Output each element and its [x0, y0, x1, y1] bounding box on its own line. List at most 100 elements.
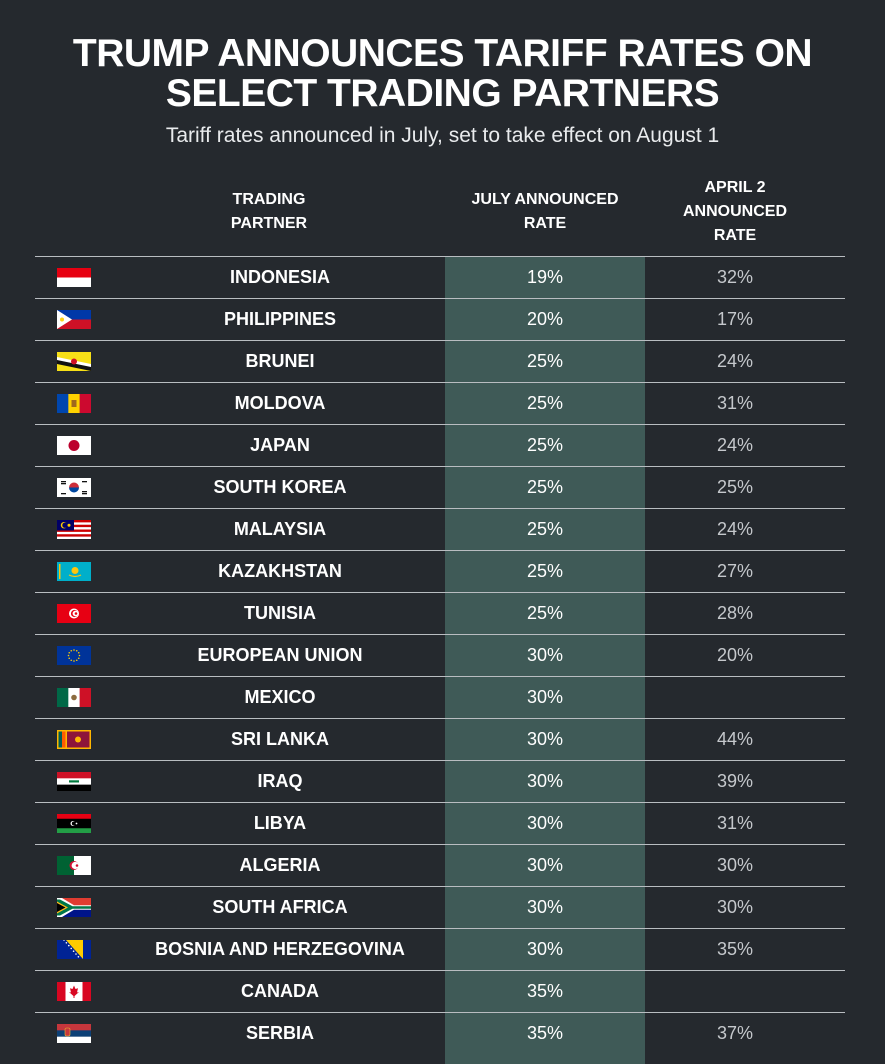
tariff-table: INDONESIA 19% 32% PHILIPPINES 20% 17% BRUNEI 25… [35, 256, 845, 1054]
mexico-flag-icon [57, 688, 91, 707]
tunisia-flag-icon [57, 604, 91, 623]
april-header-line-2: ANNOUNCED [683, 203, 787, 220]
july-column-highlight [445, 256, 645, 1064]
partner-name: SOUTH KOREA [213, 477, 347, 497]
april-rate: 32% [716, 267, 754, 287]
july-header-line-2: RATE [523, 215, 567, 232]
south-africa-flag-icon [57, 898, 91, 917]
april-rate: 28% [716, 603, 754, 623]
july-rate: 25% [526, 351, 564, 371]
april-rate: 25% [716, 477, 754, 497]
partner-name: ALGERIA [239, 855, 321, 875]
brunei-flag-icon [57, 352, 91, 371]
table-row: SERBIA 35% 37% [35, 1012, 845, 1054]
april-rate: 39% [716, 771, 754, 791]
table-row: SOUTH AFRICA 30% 30% [35, 886, 845, 928]
partner-name: LIBYA [253, 813, 307, 833]
sri-lanka-flag-icon [57, 730, 91, 749]
july-rate: 35% [526, 1023, 564, 1043]
philippines-flag-icon [57, 310, 91, 329]
april-header-line-1: APRIL 2 [704, 179, 766, 196]
malaysia-flag-icon [57, 520, 91, 539]
table-row: INDONESIA 19% 32% [35, 256, 845, 298]
partner-name: MEXICO [244, 687, 316, 707]
july-rate: 30% [526, 939, 564, 959]
title-line-1: TRUMP ANNOUNCES TARIFF RATES ON [72, 32, 813, 75]
partner-header-line-2: PARTNER [230, 215, 308, 232]
april-rate: 31% [716, 813, 754, 833]
april-rate [645, 971, 825, 1012]
partner-name: PHILIPPINES [223, 309, 337, 329]
table-row: BRUNEI 25% 24% [35, 340, 845, 382]
serbia-flag-icon [57, 1024, 91, 1043]
table-row: MALAYSIA 25% 24% [35, 508, 845, 550]
partner-name: BOSNIA AND HERZEGOVINA [155, 939, 405, 959]
table-row: BOSNIA AND HERZEGOVINA 30% 35% [35, 928, 845, 970]
kazakhstan-flag-icon [57, 562, 91, 581]
indonesia-flag-icon [57, 268, 91, 287]
table-row: ALGERIA 30% 30% [35, 844, 845, 886]
april-rate: 24% [716, 435, 754, 455]
july-rate: 25% [526, 561, 564, 581]
table-row: KAZAKHSTAN 25% 27% [35, 550, 845, 592]
chart-title: TRUMP ANNOUNCES TARIFF RATES ON SELECT T… [0, 34, 885, 114]
partner-name: IRAQ [257, 771, 303, 791]
table-row: IRAQ 30% 39% [35, 760, 845, 802]
april-rate: 44% [716, 729, 754, 749]
partner-name: KAZAKHSTAN [218, 561, 342, 581]
april-rate: 37% [716, 1023, 754, 1043]
south-korea-flag-icon [57, 478, 91, 497]
july-rate: 30% [526, 855, 564, 875]
bosnia-flag-icon [57, 940, 91, 959]
july-rate: 25% [526, 519, 564, 539]
partner-name: CANADA [241, 981, 319, 1001]
canada-flag-icon [57, 982, 91, 1001]
july-rate: 30% [526, 771, 564, 791]
july-rate: 35% [526, 981, 564, 1001]
moldova-flag-icon [57, 394, 91, 413]
july-rate: 19% [526, 267, 564, 287]
european-union-flag-icon [57, 646, 91, 665]
partner-name: TUNISIA [244, 603, 316, 623]
april-rate: 27% [716, 561, 754, 581]
july-rate: 30% [526, 687, 564, 707]
july-rate: 25% [526, 603, 564, 623]
april-rate [645, 677, 825, 718]
july-rate: 30% [526, 729, 564, 749]
table-row: SOUTH KOREA 25% 25% [35, 466, 845, 508]
iraq-flag-icon [57, 772, 91, 791]
column-header-trading-partner: TRADING PARTNER [169, 188, 369, 236]
libya-flag-icon [57, 814, 91, 833]
april-rate: 35% [716, 939, 754, 959]
april-header-line-3: RATE [713, 227, 757, 244]
july-rate: 20% [526, 309, 564, 329]
table-row: MOLDOVA 25% 31% [35, 382, 845, 424]
partner-name: INDONESIA [229, 267, 330, 287]
partner-header-line-1: TRADING [232, 191, 306, 208]
april-rate: 30% [716, 855, 754, 875]
partner-name: MALAYSIA [233, 519, 327, 539]
japan-flag-icon [57, 436, 91, 455]
table-row: EUROPEAN UNION 30% 20% [35, 634, 845, 676]
partner-name: JAPAN [250, 435, 310, 455]
column-header-april-rate: APRIL 2 ANNOUNCED RATE [645, 176, 825, 248]
april-rate: 24% [716, 351, 754, 371]
table-row: TUNISIA 25% 28% [35, 592, 845, 634]
partner-name: SOUTH AFRICA [212, 897, 348, 917]
july-rate: 25% [526, 393, 564, 413]
table-row: CANADA 35% [35, 970, 845, 1012]
april-rate: 24% [716, 519, 754, 539]
april-rate: 30% [716, 897, 754, 917]
algeria-flag-icon [57, 856, 91, 875]
table-row: LIBYA 30% 31% [35, 802, 845, 844]
column-header-july-rate: JULY ANNOUNCED RATE [445, 188, 645, 236]
july-rate: 30% [526, 645, 564, 665]
table-row: PHILIPPINES 20% 17% [35, 298, 845, 340]
july-rate: 30% [526, 813, 564, 833]
july-rate: 25% [526, 477, 564, 497]
partner-name: MOLDOVA [234, 393, 326, 413]
table-row: MEXICO 30% [35, 676, 845, 718]
july-header-line-1: JULY ANNOUNCED [471, 191, 619, 208]
april-rate: 20% [716, 645, 754, 665]
partner-name: BRUNEI [245, 351, 315, 371]
